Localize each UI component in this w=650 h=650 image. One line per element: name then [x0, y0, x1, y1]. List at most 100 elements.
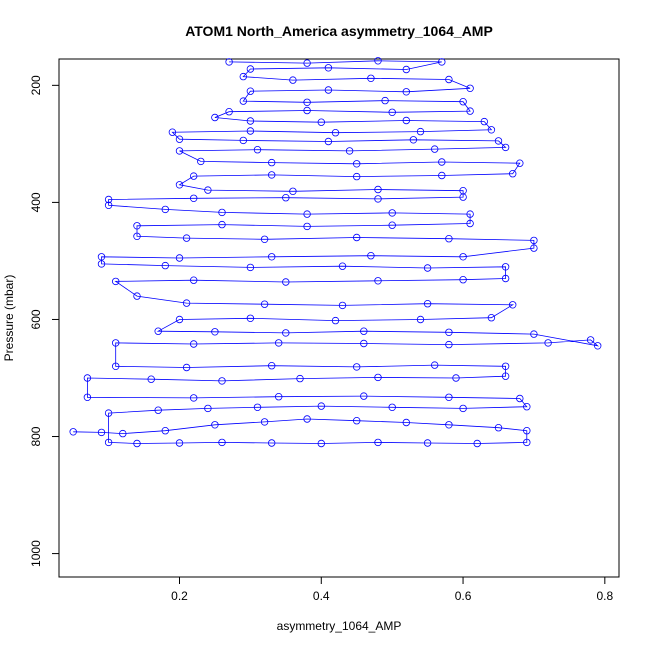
data-layer [69, 57, 602, 448]
data-point [423, 439, 432, 447]
data-point [260, 235, 269, 243]
data-point [104, 409, 113, 417]
data-point [268, 439, 276, 447]
data-point [175, 439, 184, 447]
data-point [501, 143, 510, 152]
data-point [303, 415, 311, 423]
data-point [189, 340, 198, 348]
data-point [388, 108, 396, 116]
data-point [282, 278, 290, 286]
data-point [211, 113, 219, 122]
data-point [275, 339, 283, 347]
data-point [197, 157, 205, 166]
data-point [282, 193, 290, 202]
data-point [388, 209, 396, 217]
data-point [466, 210, 474, 218]
data-point [260, 300, 269, 308]
data-point [459, 253, 467, 261]
data-point [189, 276, 198, 284]
data-point [104, 438, 113, 447]
data-point [111, 277, 120, 286]
data-point [282, 329, 290, 337]
data-point [111, 362, 120, 370]
data-point [445, 393, 453, 401]
data-point [119, 429, 127, 438]
data-point [69, 428, 77, 436]
data-point [445, 234, 453, 243]
data-point [289, 187, 297, 195]
data-point [423, 264, 432, 272]
data-point [523, 403, 531, 411]
data-point [204, 404, 212, 413]
data-point [459, 97, 467, 106]
data-point [317, 118, 325, 126]
data-point [423, 300, 432, 308]
data-point [161, 261, 169, 270]
data-point [501, 263, 510, 271]
data-point [530, 236, 538, 245]
data-point [133, 292, 141, 300]
data-point [104, 195, 113, 204]
data-point [487, 126, 496, 134]
data-point [246, 127, 255, 135]
data-point [317, 402, 325, 410]
data-point [225, 58, 233, 66]
data-point [239, 136, 247, 145]
data-point [360, 392, 368, 400]
data-point [494, 137, 503, 145]
data-point [360, 339, 368, 348]
data-point [296, 374, 304, 383]
data-point [182, 299, 191, 307]
data-point [388, 221, 396, 229]
data-point [97, 428, 106, 437]
data-point [175, 315, 184, 324]
data-point [253, 145, 262, 154]
data-point [246, 263, 255, 272]
data-point [438, 58, 446, 66]
data-point [353, 363, 361, 371]
x-tick-label: 0.4 [313, 589, 330, 603]
data-point [104, 201, 113, 209]
data-point [338, 262, 347, 270]
data-point [374, 373, 382, 382]
data-point [133, 222, 141, 230]
data-point [324, 86, 333, 94]
data-point [111, 339, 120, 347]
data-point [204, 186, 212, 194]
data-point [445, 75, 453, 84]
data-point [459, 404, 467, 413]
data-point [374, 195, 382, 203]
chart-title: ATOM1 North_America asymmetry_1064_AMP [185, 23, 493, 39]
data-point [218, 377, 226, 385]
data-point [374, 57, 382, 65]
data-point [494, 424, 503, 432]
data-point [374, 277, 382, 285]
y-tick-label: 800 [29, 426, 43, 446]
data-point [480, 117, 488, 126]
data-point [268, 171, 276, 179]
data-point [388, 403, 396, 411]
data-point [189, 172, 198, 180]
data-point [438, 158, 446, 166]
data-point [275, 393, 283, 401]
data-point [260, 418, 269, 426]
data-point [161, 427, 169, 435]
data-point [402, 65, 410, 74]
data-point [530, 244, 538, 252]
data-point [147, 375, 155, 383]
data-point [501, 362, 510, 370]
data-point [586, 336, 595, 344]
plot-frame [58, 58, 620, 578]
data-point [445, 421, 453, 429]
data-point [97, 260, 106, 268]
x-tick-label: 0.8 [596, 589, 613, 603]
data-point [431, 145, 439, 153]
data-point [218, 208, 226, 217]
data-point [239, 97, 247, 105]
data-point [416, 315, 425, 324]
data-point [189, 194, 198, 202]
data-point [353, 233, 361, 242]
data-point [189, 394, 198, 402]
data-point [367, 74, 375, 82]
